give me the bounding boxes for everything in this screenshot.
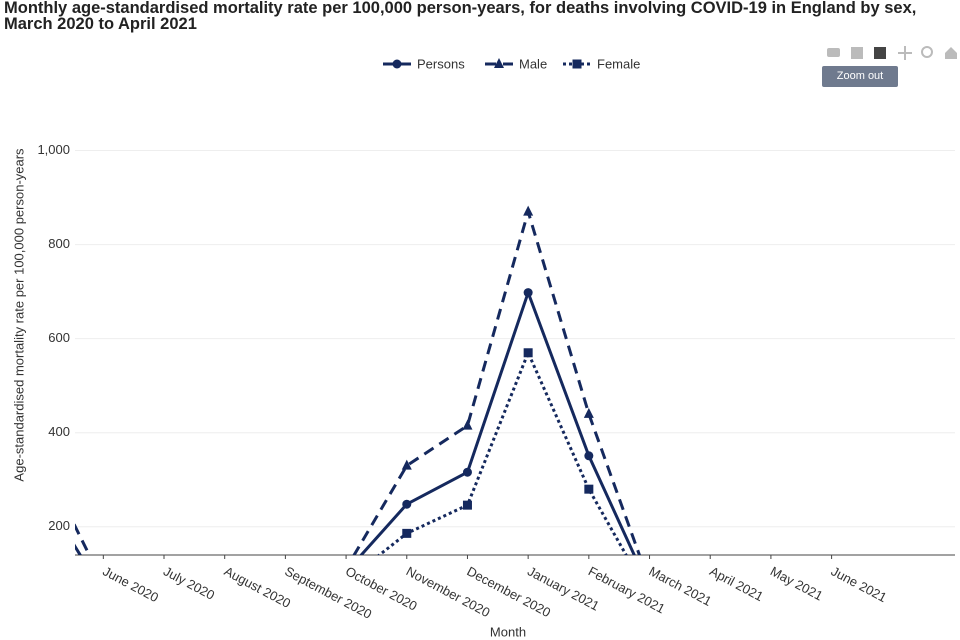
marker <box>705 608 715 618</box>
marker <box>706 611 715 620</box>
marker <box>462 419 473 430</box>
y-tick-label: 1,000 <box>37 142 70 157</box>
x-tick-label: August 2020 <box>222 563 294 611</box>
marker <box>281 609 290 618</box>
marker <box>220 609 230 619</box>
legend-label: Persons <box>417 56 465 71</box>
series-line <box>75 206 642 555</box>
marker <box>392 59 402 69</box>
marker <box>462 467 472 477</box>
marker <box>99 595 108 604</box>
legend-label: Female <box>597 56 640 71</box>
plot-area <box>38 205 715 622</box>
marker <box>572 59 582 69</box>
marker <box>402 528 412 538</box>
chart-title: Monthly age-standardised mortality rate … <box>4 0 917 33</box>
marker <box>523 288 533 298</box>
marker <box>584 451 594 461</box>
zoom-in-icon[interactable] <box>851 47 863 59</box>
marker <box>38 455 48 465</box>
x-axis-title: Month <box>490 624 526 639</box>
x-tick-label: June 2021 <box>829 563 890 605</box>
marker <box>402 499 412 509</box>
legend-label: Male <box>519 56 547 71</box>
camera-icon[interactable] <box>827 48 840 57</box>
marker <box>523 348 533 358</box>
marker <box>220 612 229 621</box>
marker <box>584 484 594 494</box>
marker <box>38 513 47 522</box>
autoscale-icon[interactable] <box>921 46 933 58</box>
y-tick-label: 600 <box>48 330 70 345</box>
marker <box>38 489 47 498</box>
marker <box>160 609 169 618</box>
marker <box>160 612 169 621</box>
marker <box>159 605 169 615</box>
pan-icon[interactable] <box>898 46 912 60</box>
marker <box>494 58 504 68</box>
marker <box>706 612 715 621</box>
y-axis-title: Age-standardised mortality rate per 100,… <box>11 148 26 482</box>
marker <box>220 613 229 622</box>
marker <box>99 588 108 597</box>
marker <box>401 459 412 470</box>
home-icon[interactable] <box>945 47 957 59</box>
x-tick-label: April 2021 <box>707 563 766 604</box>
y-tick-label: 200 <box>48 518 70 533</box>
marker <box>523 205 534 216</box>
y-tick-label: 400 <box>48 424 70 439</box>
zoom-out-icon[interactable] <box>874 47 886 59</box>
y-tick-label: 800 <box>48 236 70 251</box>
toolbar <box>827 46 957 60</box>
series-line <box>376 348 628 555</box>
series-line <box>75 288 636 555</box>
x-tick-label: May 2021 <box>768 563 825 603</box>
marker <box>583 407 594 418</box>
x-tick-label: July 2020 <box>161 563 217 602</box>
x-tick-label: June 2020 <box>100 563 161 605</box>
tooltip: Zoom out <box>822 66 898 87</box>
marker <box>462 500 472 510</box>
